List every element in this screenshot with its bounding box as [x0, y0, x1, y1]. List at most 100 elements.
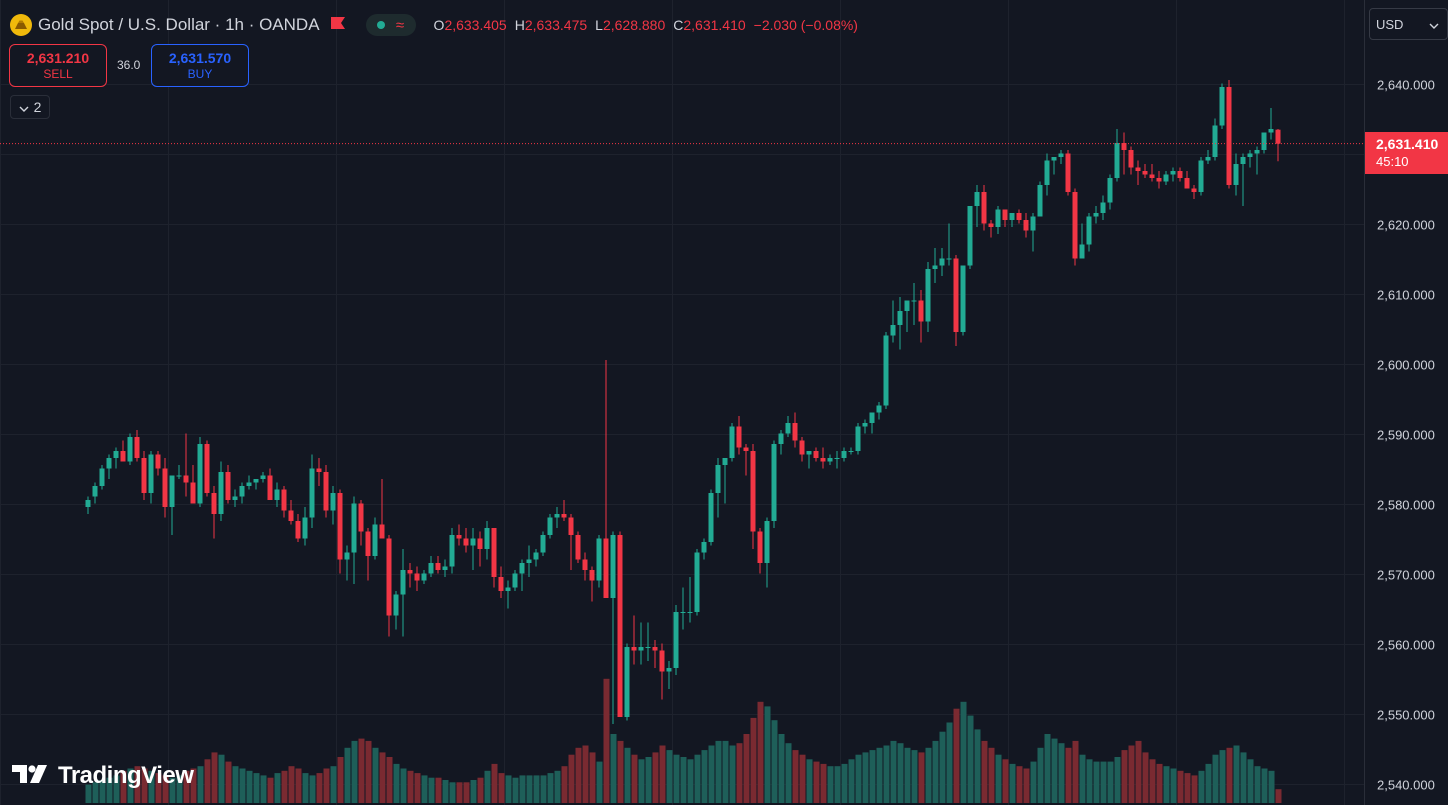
volume-bar	[218, 754, 225, 803]
volume-bar	[729, 745, 736, 803]
volume-bar	[337, 757, 344, 803]
volume-bar	[946, 722, 953, 803]
volume-bar	[470, 780, 477, 803]
candle-body	[1184, 178, 1190, 189]
candle-body	[1247, 153, 1253, 157]
volume-bar	[211, 752, 218, 803]
volume-bar	[309, 775, 316, 803]
candle-body	[218, 472, 224, 514]
volume-bar	[736, 743, 743, 803]
candle-body	[708, 493, 714, 542]
candle-body	[211, 493, 217, 514]
candle-body	[1205, 157, 1211, 161]
volume-bar	[722, 740, 729, 803]
volume-bar	[995, 754, 1002, 803]
candle-body	[967, 206, 973, 266]
flag-icon[interactable]	[330, 16, 346, 35]
volume-bar	[834, 766, 841, 803]
candle-body	[1240, 157, 1246, 164]
volume-bar	[113, 775, 120, 803]
close-value: 2,631.410	[683, 17, 746, 33]
candle-body	[155, 454, 161, 469]
symbol-title[interactable]: Gold Spot / U.S. Dollar · 1h · OANDA	[38, 15, 320, 34]
candle-body	[1044, 160, 1050, 185]
volume-bar	[1205, 763, 1212, 803]
price-tick-label: 2,640.000	[1377, 78, 1435, 93]
candle-body	[442, 566, 448, 570]
buy-price: 2,631.570	[168, 50, 232, 66]
volume-bar	[953, 708, 960, 803]
volume-bar	[372, 747, 379, 803]
tradingview-logo[interactable]: TradingView	[12, 760, 194, 792]
candle-body	[631, 647, 637, 651]
volume-bar	[757, 701, 764, 803]
candle-body	[386, 538, 392, 616]
volume-bar	[498, 773, 505, 803]
candle-body	[750, 451, 756, 532]
volume-bar	[1219, 750, 1226, 803]
volume-bar	[764, 706, 771, 803]
candle-body	[1065, 153, 1071, 192]
volume-bar	[1114, 757, 1121, 803]
volume-bars	[85, 678, 1282, 803]
volume-bar	[925, 747, 932, 803]
volume-bar	[1156, 763, 1163, 803]
candle-body	[834, 458, 840, 459]
candle-body	[512, 573, 518, 588]
volume-bar	[743, 734, 750, 803]
volume-bar	[631, 754, 638, 803]
candle-body	[1254, 150, 1260, 154]
market-status-pill[interactable]: ≈	[365, 14, 416, 36]
volume-bar	[484, 770, 491, 803]
candle-body	[281, 489, 287, 511]
volume-bar	[477, 777, 484, 803]
candle-body	[876, 405, 882, 413]
volume-bar	[414, 773, 421, 803]
candle-body	[1191, 188, 1197, 192]
volume-bar	[127, 768, 134, 803]
candle-body	[568, 517, 574, 535]
buy-label: BUY	[187, 67, 213, 81]
volume-bar	[848, 759, 855, 803]
volume-bar	[449, 782, 456, 803]
buy-button[interactable]: 2,631.570 BUY	[151, 44, 249, 87]
volume-bar	[771, 720, 778, 803]
volume-bar	[911, 750, 918, 803]
volume-bar	[183, 770, 190, 803]
volume-bar	[785, 743, 792, 803]
candle-body	[1114, 143, 1120, 178]
volume-bar	[1170, 768, 1177, 803]
candle-body	[1107, 178, 1113, 203]
volume-bar	[1065, 747, 1072, 803]
candle-body	[358, 503, 364, 532]
candle-body	[428, 563, 434, 574]
volume-bar	[1009, 763, 1016, 803]
candle-body	[652, 647, 658, 651]
volume-bar	[1240, 752, 1247, 803]
low-label: L	[595, 17, 603, 33]
candle-body	[295, 521, 301, 539]
currency-select[interactable]: USD	[1369, 8, 1448, 40]
candle-body	[897, 311, 903, 325]
wave-icon: ≈	[395, 16, 405, 34]
candle-body	[127, 437, 133, 462]
volume-bar	[1142, 752, 1149, 803]
volume-bar	[1016, 766, 1023, 803]
candle-body	[1170, 171, 1176, 175]
candle-body	[673, 612, 679, 668]
volume-bar	[918, 752, 925, 803]
volume-bar	[225, 761, 232, 803]
indicators-toggle-button[interactable]: 2	[10, 95, 50, 119]
volume-bar	[344, 747, 351, 803]
sell-button[interactable]: 2,631.210 SELL	[9, 44, 107, 87]
candle-body	[946, 258, 952, 260]
candle-body	[582, 559, 588, 570]
candle-body	[645, 647, 651, 648]
candle-body	[379, 524, 385, 539]
volume-bar	[526, 775, 533, 803]
volume-bar	[981, 740, 988, 803]
candle-body	[953, 258, 959, 332]
volume-bar	[547, 773, 554, 803]
